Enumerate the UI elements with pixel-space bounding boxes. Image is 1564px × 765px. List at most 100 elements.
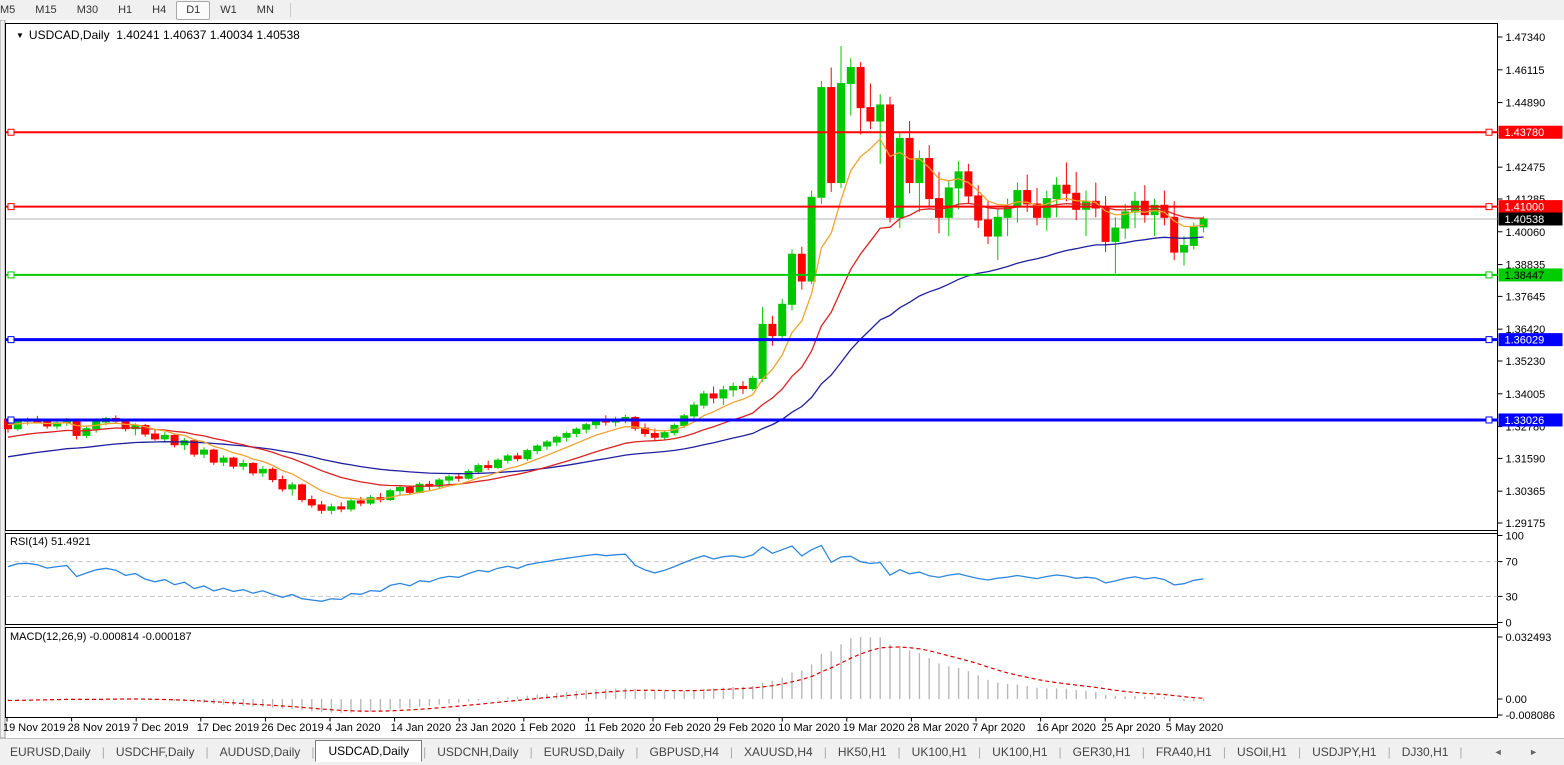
instrument-tab-uk100-h1[interactable]: UK100,H1: [992, 745, 1048, 759]
svg-text:1.38447: 1.38447: [1505, 270, 1545, 282]
tab-scroll-arrows[interactable]: ◄ ►: [1493, 747, 1550, 757]
svg-text:1.44890: 1.44890: [1506, 98, 1546, 110]
line-handle[interactable]: [7, 128, 15, 136]
timeframe-button-h4[interactable]: H4: [152, 3, 167, 16]
macd-signal-line: [7, 646, 1204, 712]
line-handle[interactable]: [7, 271, 15, 279]
candle: [445, 476, 453, 481]
tab-separator: |: [823, 745, 827, 759]
candle: [807, 196, 816, 282]
instrument-tab-dj30-h1[interactable]: DJ30,H1: [1401, 745, 1449, 759]
date-axis-label: 19 Nov 2019: [3, 722, 65, 734]
macd-histogram: [7, 637, 1205, 713]
tab-separator: |: [311, 745, 315, 759]
candle: [925, 157, 934, 200]
line-handle[interactable]: [1485, 416, 1493, 424]
rsi-axis-label: 100: [1506, 531, 1524, 543]
instrument-tab-eurusd-daily[interactable]: EURUSD,Daily: [10, 745, 91, 759]
date-axis-label: 25 Apr 2020: [1101, 722, 1160, 734]
ma-fast-line[interactable]: [7, 137, 1204, 501]
candle: [562, 433, 571, 438]
instrument-tab-usdcad-daily[interactable]: USDCAD,Daily: [315, 740, 423, 762]
svg-text:1.47340: 1.47340: [1506, 32, 1546, 44]
macd-indicator-label: MACD(12,26,9) -0.000814 -0.000187: [10, 631, 192, 643]
horizontal-line-1.36029[interactable]: 1.36029: [6, 333, 1563, 347]
candle: [1013, 190, 1022, 208]
date-axis-label: 20 Feb 2020: [649, 722, 711, 734]
timeframe-button-m15[interactable]: M15: [35, 3, 57, 16]
candle: [1170, 216, 1179, 253]
line-handle[interactable]: [7, 416, 15, 424]
horizontal-line-1.33026[interactable]: 1.33026: [6, 413, 1563, 427]
candle: [974, 195, 983, 221]
instrument-tab-eurusd-daily[interactable]: EURUSD,Daily: [543, 745, 625, 759]
candle: [768, 323, 777, 337]
line-handle[interactable]: [7, 336, 15, 344]
timeframe-button-mn[interactable]: MN: [256, 3, 274, 16]
candle: [739, 385, 747, 390]
tab-separator: |: [978, 745, 982, 759]
candle: [650, 433, 659, 438]
timeframe-button-m30[interactable]: M30: [76, 3, 99, 16]
chart-dropdown-icon[interactable]: ▼: [16, 31, 24, 40]
instrument-tab-usdchf-daily[interactable]: USDCHF,Daily: [115, 745, 195, 759]
timeframe-toolbar: M5 M15 M30 H1 H4 D1 W1 MN: [0, 0, 1564, 21]
line-price-label: [1498, 413, 1563, 427]
timeframe-button-w1[interactable]: W1: [220, 3, 237, 16]
candle: [690, 404, 698, 417]
candle: [141, 424, 150, 435]
candle: [886, 104, 894, 218]
candle: [1082, 200, 1090, 210]
line-handle[interactable]: [1485, 271, 1493, 279]
line-handle[interactable]: [1485, 203, 1493, 211]
date-axis-label: 14 Jan 2020: [391, 722, 452, 734]
instrument-tab-usdjpy-h1[interactable]: USDJPY,H1: [1312, 745, 1377, 759]
rsi-indicator-label: RSI(14) 51.4921: [10, 536, 91, 548]
line-handle[interactable]: [1485, 128, 1493, 136]
instrument-tab-usdcnh-daily[interactable]: USDCNH,Daily: [437, 745, 519, 759]
svg-text:1.33026: 1.33026: [1505, 415, 1545, 427]
instrument-tab-usoil-h1[interactable]: USOil,H1: [1236, 745, 1287, 759]
svg-text:1.36029: 1.36029: [1505, 335, 1545, 347]
instrument-tab-uk100-h1[interactable]: UK100,H1: [911, 745, 968, 759]
horizontal-line-1.38447[interactable]: 1.38447: [6, 268, 1563, 282]
svg-text:1.40538: 1.40538: [1505, 214, 1545, 226]
candle: [552, 436, 561, 443]
candle: [1042, 198, 1051, 218]
rsi-axis-label: 0: [1506, 618, 1512, 630]
svg-text:1.29175: 1.29175: [1506, 518, 1546, 530]
instrument-tab-fra40-h1[interactable]: FRA40,H1: [1155, 745, 1212, 759]
candle: [396, 487, 404, 492]
timeframe-button-h1[interactable]: H1: [118, 3, 133, 16]
date-axis-label: 16 Apr 2020: [1037, 722, 1096, 734]
candle: [180, 440, 189, 446]
candle: [209, 449, 218, 463]
horizontal-line-1.41000[interactable]: 1.41000: [6, 200, 1563, 214]
chart-window[interactable]: 1.47340 1.46115 1.44890 1.42475 1.41285 1.400…: [0, 20, 1564, 738]
timeframe-button-m5[interactable]: M5: [0, 3, 16, 16]
instrument-tab-hk50-h1[interactable]: HK50,H1: [837, 745, 887, 759]
candle: [219, 457, 228, 463]
candle: [513, 455, 522, 460]
instrument-tab-audusd-daily[interactable]: AUDUSD,Daily: [219, 745, 301, 759]
candle: [239, 462, 248, 467]
tab-separator: |: [1141, 745, 1145, 759]
chart-canvas[interactable]: 1.473401.461151.448901.424751.412851.400…: [0, 20, 1564, 738]
candle: [915, 157, 924, 184]
candle: [347, 500, 355, 510]
instrument-tab-xauusd-h4[interactable]: XAUUSD,H4: [744, 745, 813, 759]
candle: [151, 433, 159, 440]
instrument-tab-gbpusd-h4[interactable]: GBPUSD,H4: [649, 745, 719, 759]
instrument-tab-ger30-h1[interactable]: GER30,H1: [1072, 745, 1131, 759]
macd-axis-label: -0.008086: [1506, 710, 1556, 722]
candle: [356, 500, 365, 504]
candle: [484, 465, 493, 468]
horizontal-line-1.43780[interactable]: 1.43780: [6, 125, 1563, 140]
ma-medium-line[interactable]: [7, 202, 1204, 487]
timeframe-button-d1[interactable]: D1: [176, 0, 211, 20]
date-axis[interactable]: 19 Nov 2019 28 Nov 2019 7 Dec 2019 17 Dec 2…: [3, 717, 1223, 735]
rsi-line: [7, 544, 1204, 602]
line-handle[interactable]: [7, 203, 15, 211]
line-handle[interactable]: [1485, 336, 1493, 344]
candle: [709, 393, 718, 399]
